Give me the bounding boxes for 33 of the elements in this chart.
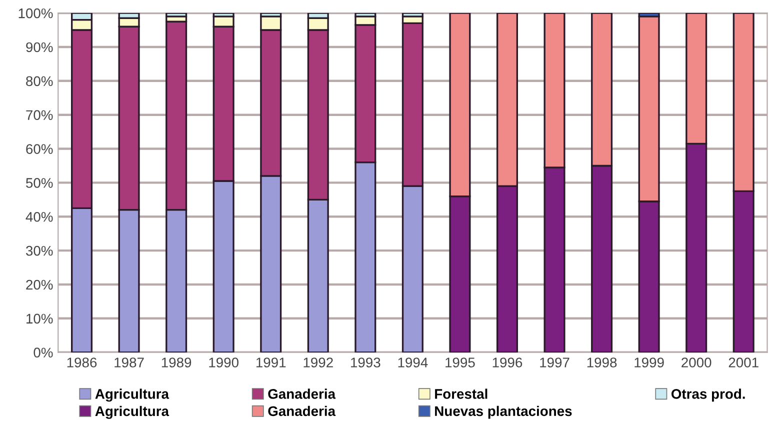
legend-label: Ganaderia xyxy=(268,388,336,399)
y-tick-label: 80% xyxy=(26,76,53,86)
x-tick-label: 1998 xyxy=(587,358,617,368)
x-tick-label: 2001 xyxy=(728,358,758,368)
y-tick-label: 40% xyxy=(26,212,53,222)
legend-label: Otras prod. xyxy=(671,388,745,402)
legend-label: Agricultura xyxy=(95,406,170,419)
x-tick-label: 1991 xyxy=(256,358,286,368)
x-tick-label: 1994 xyxy=(398,358,428,368)
legend-label: Agricultura xyxy=(95,388,170,402)
y-tick-label: 60% xyxy=(26,144,53,154)
legend-label: Ganaderia xyxy=(268,406,336,416)
y-tick-label: 50% xyxy=(26,178,53,188)
x-tick-label: 1987 xyxy=(114,358,144,368)
x-tick-label: 1992 xyxy=(304,358,333,368)
y-tick-label: 30% xyxy=(26,246,53,256)
y-tick-label: 90% xyxy=(26,42,53,52)
x-tick-label: 1993 xyxy=(351,358,380,368)
y-tick-label: 100% xyxy=(18,8,53,18)
y-tick-label: 70% xyxy=(26,110,53,120)
x-tick-label: 1989 xyxy=(162,358,192,368)
x-tick-label: 1995 xyxy=(446,358,475,368)
y-tick-label: 20% xyxy=(26,280,53,290)
x-tick-label: 1999 xyxy=(634,358,664,368)
x-tick-label: 2000 xyxy=(682,358,712,368)
legend-label: Forestal xyxy=(435,388,488,399)
x-tick-label: 1986 xyxy=(67,358,97,368)
x-tick-label: 1997 xyxy=(540,358,570,368)
x-tick-label: 1990 xyxy=(209,358,238,368)
y-tick-label: 0% xyxy=(34,348,53,358)
y-tick-label: 10% xyxy=(26,314,53,324)
x-tick-label: 1996 xyxy=(492,358,522,368)
legend-label: Nuevas plantaciones xyxy=(435,406,572,419)
